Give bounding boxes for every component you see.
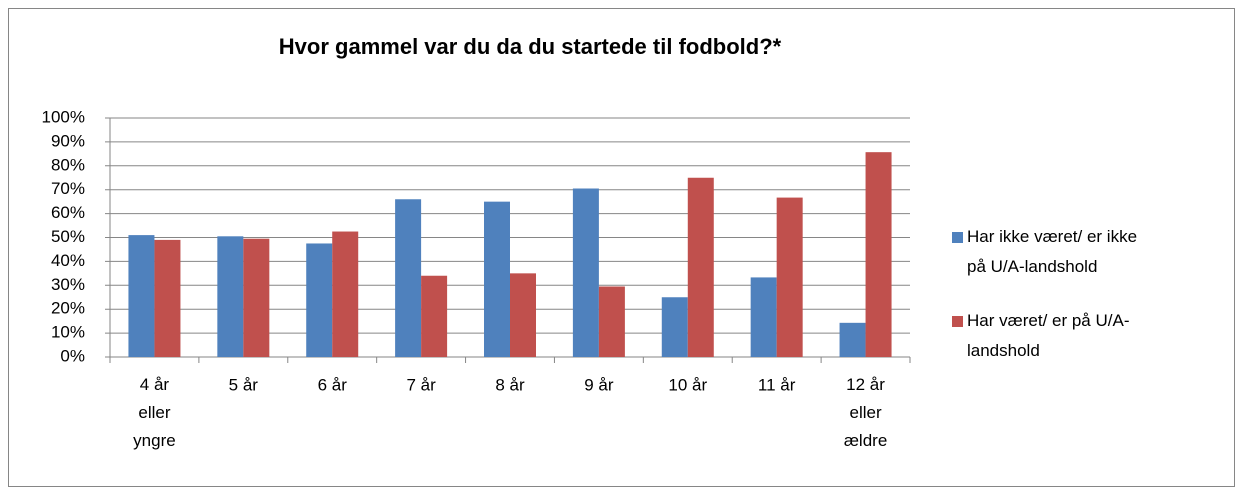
y-tick-label: 80% — [51, 155, 85, 174]
bar — [243, 238, 270, 357]
bar — [484, 201, 510, 357]
bar — [865, 152, 892, 357]
legend-label: Har ikke været/ er ikke på U/A-landshold — [967, 227, 1137, 276]
x-tick-label: 4 år eller yngre — [133, 375, 176, 450]
chart-frame — [8, 8, 1235, 487]
y-tick-label: 20% — [51, 299, 85, 318]
x-tick-label: 10 år — [668, 375, 707, 394]
x-tick-label: 9 år — [584, 375, 614, 394]
bar — [332, 231, 359, 357]
x-tick-label: 7 år — [406, 375, 436, 394]
x-tick-label: 11 år — [758, 375, 796, 394]
bar — [395, 199, 422, 357]
bar — [687, 177, 714, 357]
bar — [217, 236, 244, 357]
y-tick-label: 0% — [60, 346, 85, 365]
y-tick-label: 60% — [51, 203, 85, 222]
bar — [598, 286, 625, 357]
bar — [306, 243, 333, 357]
bar — [661, 297, 688, 357]
legend-swatch — [952, 316, 963, 327]
chart-title: Hvor gammel var du da du startede til fo… — [279, 34, 782, 59]
y-tick-label: 100% — [42, 107, 85, 126]
x-tick-label: 5 år — [229, 375, 259, 394]
y-tick-label: 70% — [51, 179, 85, 198]
y-tick-label: 30% — [51, 275, 85, 294]
legend-label: Har været/ er på U/A-landshold — [967, 311, 1130, 360]
bar — [128, 235, 155, 357]
y-tick-label: 40% — [51, 251, 85, 270]
y-tick-label: 10% — [51, 323, 85, 342]
y-tick-label: 50% — [51, 227, 85, 246]
bar — [750, 277, 777, 357]
y-tick-label: 90% — [51, 131, 85, 150]
bar — [154, 239, 181, 357]
bar — [572, 188, 599, 357]
x-tick-label: 6 år — [318, 375, 348, 394]
bar — [839, 322, 866, 357]
x-tick-label: 12 år eller ældre — [844, 375, 887, 450]
bar — [776, 197, 803, 357]
x-tick-label: 8 år — [495, 375, 525, 394]
legend-swatch — [952, 232, 963, 243]
bar — [510, 273, 536, 357]
bar — [421, 275, 448, 357]
